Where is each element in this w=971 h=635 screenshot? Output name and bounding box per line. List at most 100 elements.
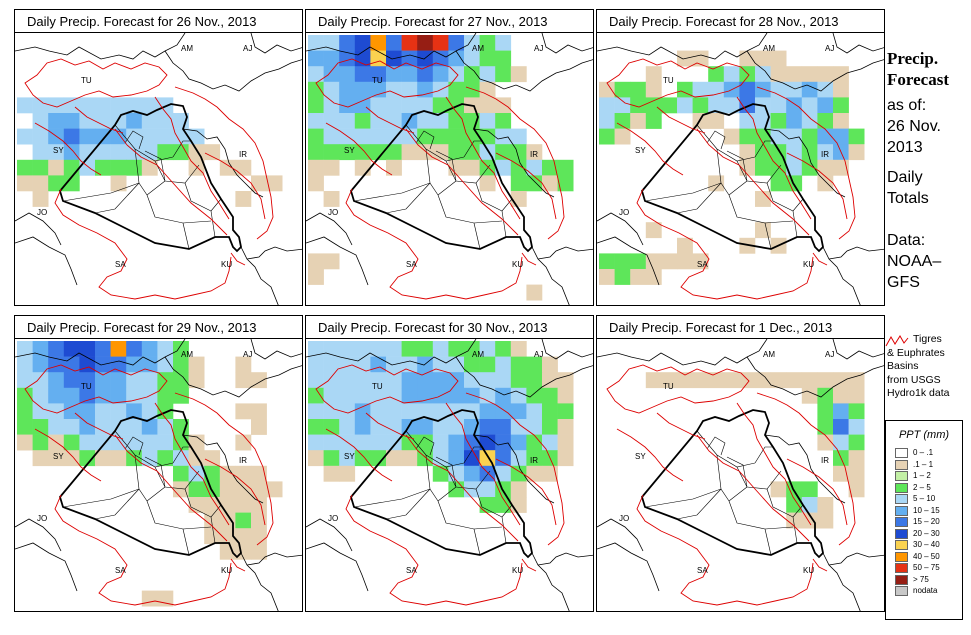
precip-cell: [432, 97, 449, 114]
country-border: [828, 552, 884, 566]
precip-cell: [464, 372, 480, 389]
country-border: [455, 356, 593, 398]
country-border: [182, 128, 264, 198]
basin-boundary: [756, 86, 856, 240]
panel-title: Daily Precip. Forecast for 29 Nov., 2013: [15, 316, 302, 339]
precip-cell: [79, 128, 96, 145]
precip-cell: [110, 159, 127, 176]
precip-cell: [630, 81, 647, 98]
basin-boundary: [34, 122, 102, 176]
precip-cell: [173, 372, 189, 389]
precip-cell: [448, 81, 465, 98]
province-border: [445, 160, 491, 184]
precip-cell: [79, 419, 96, 435]
precip-cell: [266, 481, 283, 498]
precip-cell: [677, 237, 693, 254]
precip-cell: [79, 387, 96, 404]
precip-cell: [354, 81, 371, 98]
precip-cell: [495, 465, 512, 482]
precip-cells: [17, 341, 283, 607]
precip-cell: [370, 97, 387, 114]
forecast-panel-28nov: Daily Precip. Forecast for 28 Nov., 2013…: [596, 9, 885, 306]
precip-cell: [833, 113, 849, 129]
country-label-sa: SA: [406, 260, 417, 269]
precip-cell: [17, 175, 33, 192]
precip-cell: [833, 81, 849, 98]
precip-cell: [32, 191, 49, 207]
precip-cell: [448, 465, 465, 482]
province-border: [146, 486, 166, 502]
country-label-jo: JO: [619, 208, 629, 217]
precip-cell: [308, 50, 324, 67]
precip-cell: [526, 403, 543, 420]
country-border: [597, 518, 644, 552]
province-border: [124, 130, 144, 150]
sidebar-title-line: Precip.: [887, 49, 939, 68]
precip-cell: [141, 97, 158, 114]
country-border: [246, 552, 302, 566]
precip-cell: [739, 237, 756, 254]
precip-cell: [370, 419, 387, 435]
precip-cell: [251, 419, 267, 435]
precip-cell: [110, 175, 127, 192]
precip-cell: [448, 66, 465, 83]
precip-cell: [599, 128, 615, 145]
precip-cell: [370, 341, 387, 357]
country-border: [537, 246, 593, 260]
precip-cell: [79, 450, 96, 467]
precip-cell: [479, 434, 496, 451]
precip-cell: [386, 403, 402, 420]
basin-boundary: [54, 188, 232, 300]
precip-cell: [495, 450, 512, 467]
precip-cell: [495, 35, 512, 51]
country-label-sy: SY: [635, 452, 646, 461]
precip-cell: [386, 97, 402, 114]
precip-cell: [542, 372, 558, 389]
legend-item: 50 – 75: [886, 562, 962, 574]
precip-cell: [848, 372, 865, 389]
legend-item: 30 – 40: [886, 539, 962, 551]
precip-cell: [386, 113, 402, 129]
precip-cell: [17, 356, 33, 373]
precip-cell: [323, 403, 340, 420]
precip-cell: [95, 113, 111, 129]
precip-cell: [526, 450, 543, 467]
basin-boundary: [736, 96, 812, 220]
precip-cell: [801, 144, 818, 161]
precip-cell: [510, 191, 527, 207]
precip-cell: [692, 97, 709, 114]
precip-cell: [495, 434, 512, 451]
country-labels: AM AJ TU SY IR JO SA KU: [37, 44, 252, 269]
precip-cell: [95, 341, 111, 357]
precip-cell: [63, 403, 80, 420]
precip-cell: [770, 128, 787, 145]
legend-item: 5 – 10: [886, 493, 962, 505]
country-border: [15, 212, 62, 246]
precip-cell: [95, 419, 111, 435]
legend-label: 1 – 2: [913, 471, 931, 480]
precip-cell: [157, 113, 174, 129]
precip-cell: [526, 144, 543, 161]
precip-cell: [833, 66, 849, 83]
precip-cell: [817, 81, 834, 98]
legend-swatch: [895, 471, 908, 481]
precip-cell: [770, 372, 787, 389]
precip-cell: [32, 387, 49, 404]
precip-cell: [801, 497, 818, 513]
precip-cell: [448, 403, 465, 420]
basin-boundary: [204, 458, 266, 526]
basin-boundary: [445, 96, 521, 220]
province-border: [353, 488, 431, 508]
legend-label: 5 – 10: [913, 494, 936, 503]
precip-cell: [848, 128, 865, 145]
precip-cell: [599, 97, 615, 114]
precip-cell: [48, 113, 65, 129]
precip-cell: [464, 481, 480, 498]
basin-boundary: [315, 58, 459, 108]
precip-cell: [526, 465, 543, 482]
province-border: [766, 182, 804, 212]
borders-coast: [597, 339, 884, 611]
precip-cell: [542, 175, 558, 192]
basin-boundary: [365, 106, 415, 134]
precip-cell: [770, 81, 787, 98]
